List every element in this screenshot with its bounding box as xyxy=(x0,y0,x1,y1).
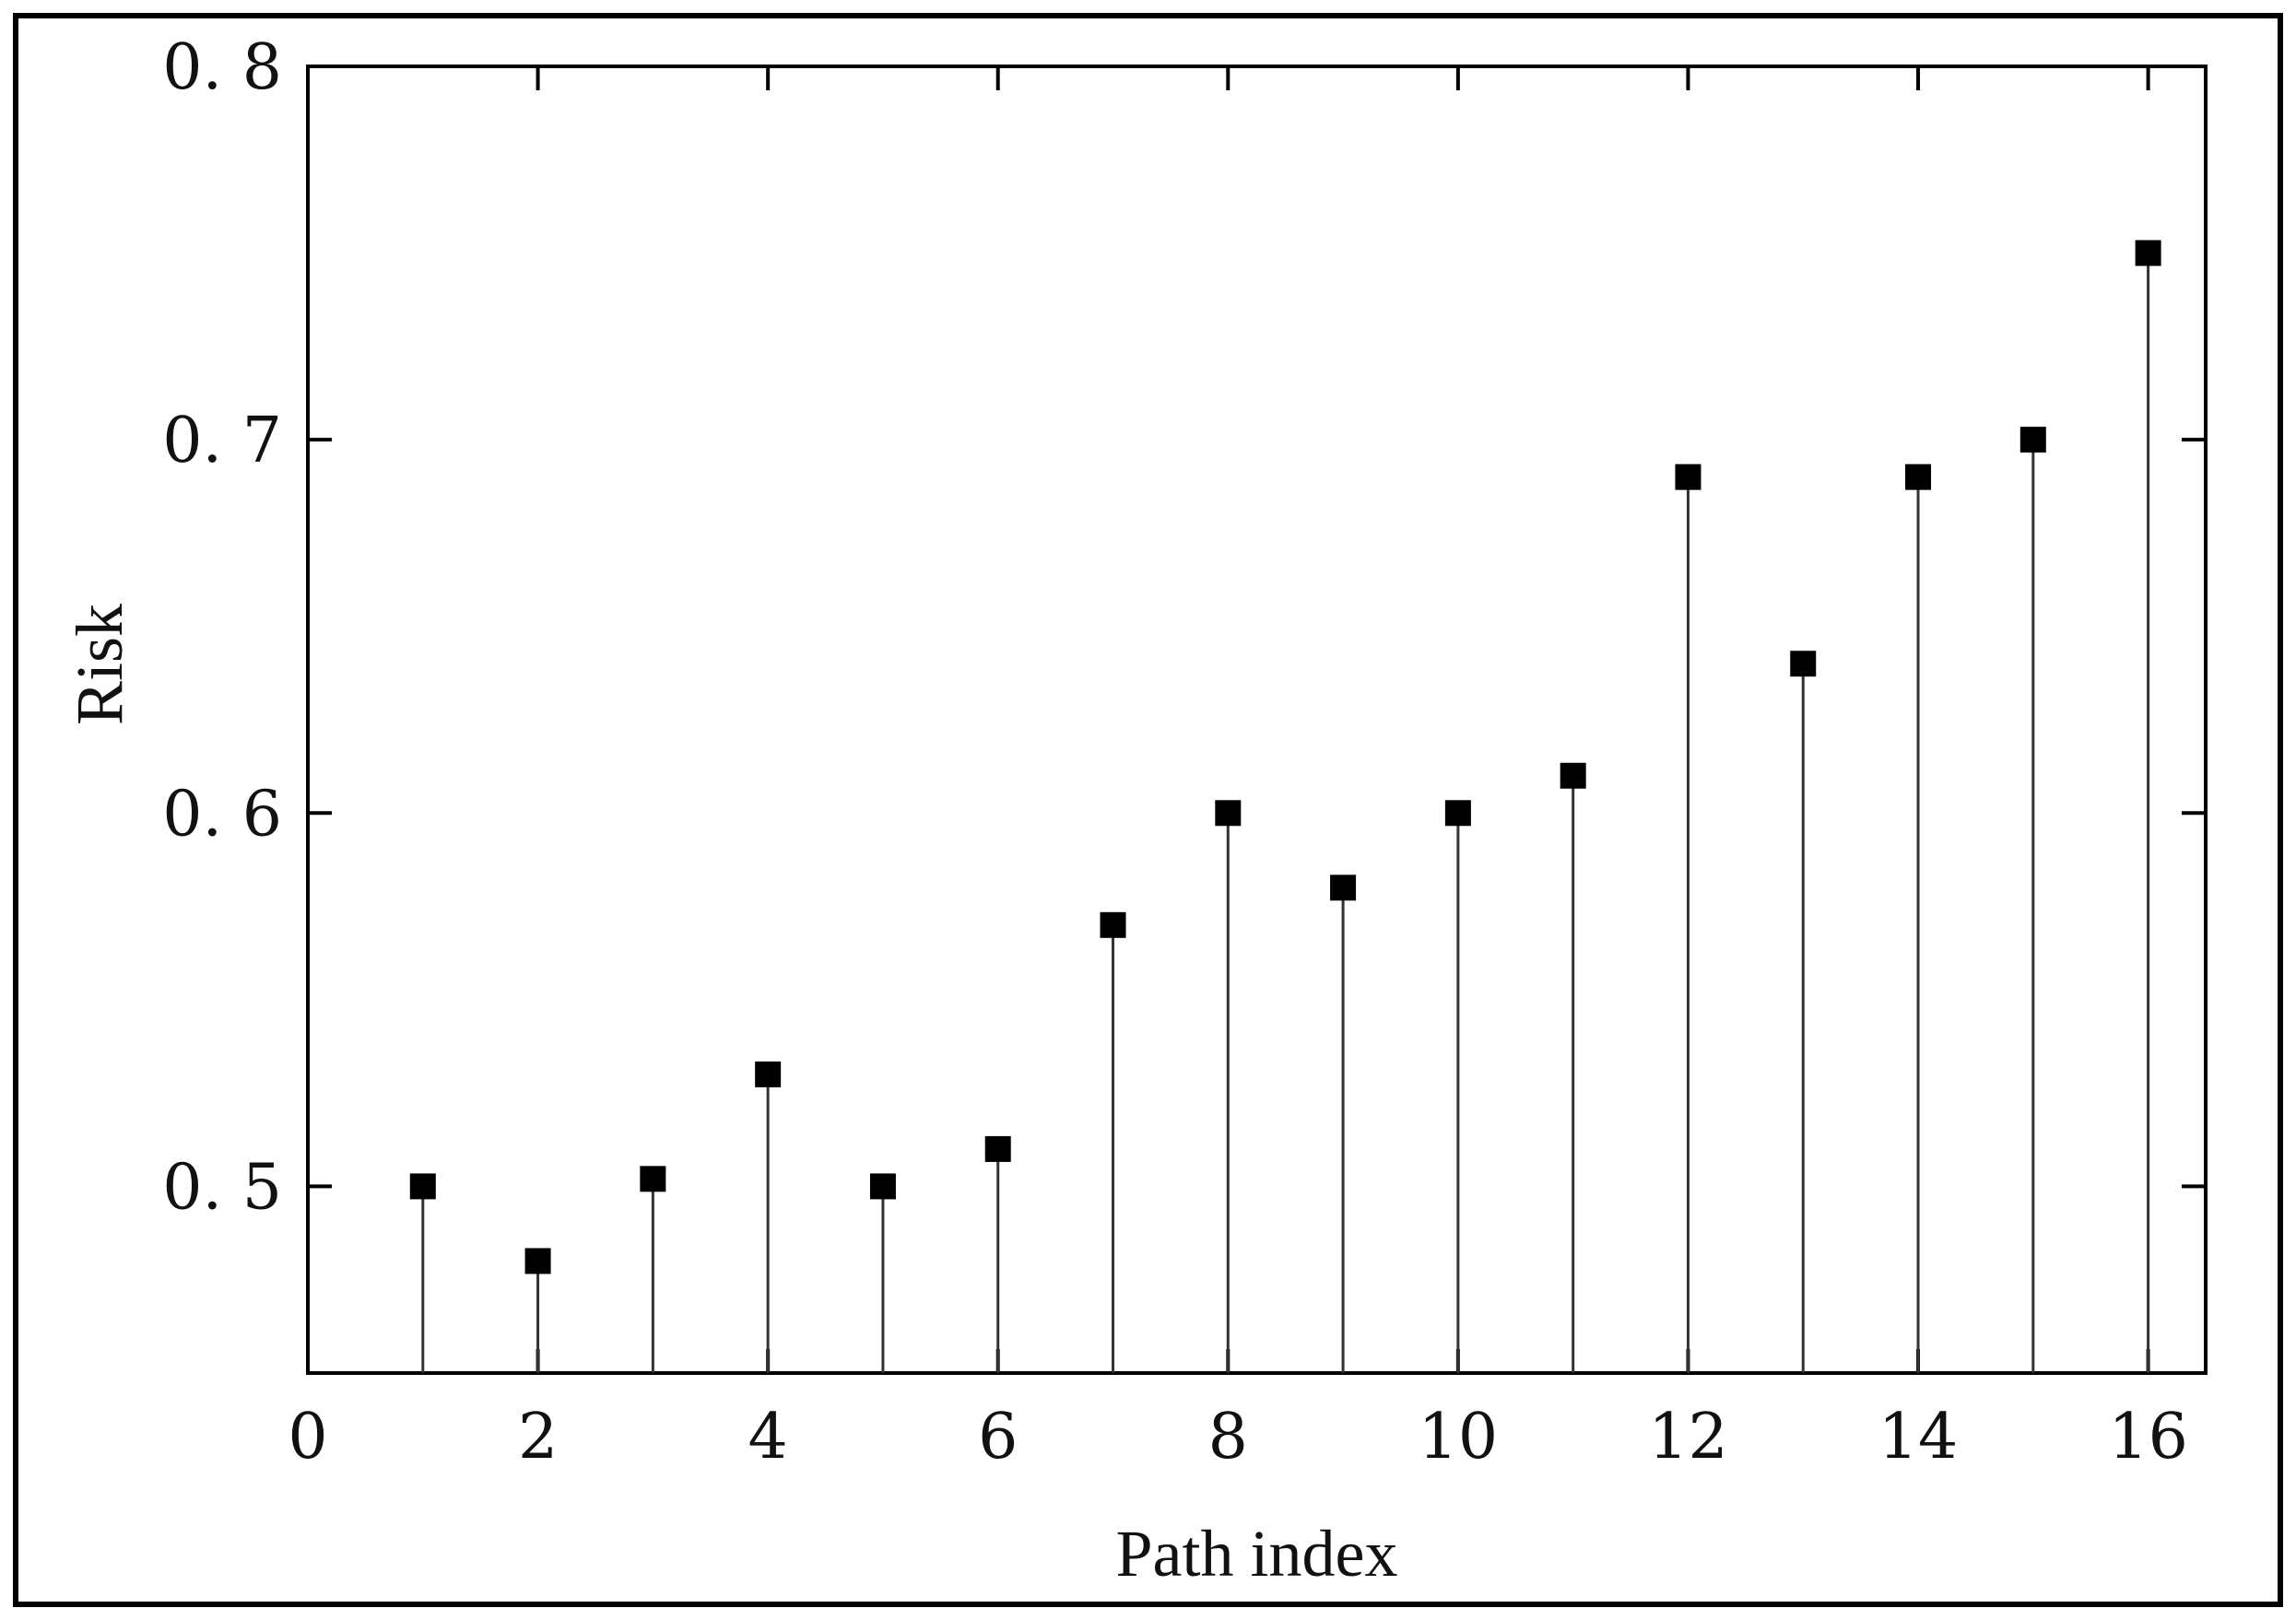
marker-14 xyxy=(1905,464,1932,490)
x-tick-label-1: 2 xyxy=(518,1401,558,1473)
marker-15 xyxy=(2019,427,2046,453)
x-tick-label-5: 10 xyxy=(1419,1401,1499,1473)
y-axis-label: Risk xyxy=(63,604,136,725)
y-tick-label-2: 0. 7 xyxy=(162,405,282,477)
x-tick-label-0: 0 xyxy=(288,1401,327,1473)
stems xyxy=(421,252,2150,1373)
x-tick-label-2: 4 xyxy=(748,1401,788,1473)
marker-3 xyxy=(640,1166,666,1192)
x-tick-label-3: 6 xyxy=(978,1401,1018,1473)
x-tick-label-4: 8 xyxy=(1208,1401,1248,1473)
y-tick-labels: 0. 5 0. 6 0. 7 0. 8 xyxy=(162,31,282,1224)
markers xyxy=(409,240,2161,1274)
y-tick-label-1: 0. 6 xyxy=(162,778,282,851)
x-tick-labels: 0 2 4 6 8 10 12 14 16 xyxy=(288,1401,2188,1473)
marker-9 xyxy=(1330,875,1357,901)
marker-7 xyxy=(1100,911,1126,938)
marker-4 xyxy=(755,1061,782,1087)
marker-16 xyxy=(2135,240,2161,266)
x-axis-label: Path index xyxy=(1116,1517,1398,1591)
marker-12 xyxy=(1675,464,1701,490)
x-tick-label-7: 14 xyxy=(1878,1401,1959,1473)
marker-10 xyxy=(1444,800,1471,827)
x-tick-label-8: 16 xyxy=(2108,1401,2188,1473)
marker-13 xyxy=(1790,651,1817,677)
marker-1 xyxy=(409,1173,436,1200)
marker-2 xyxy=(524,1248,551,1274)
marker-6 xyxy=(984,1135,1011,1162)
y-tick-label-0: 0. 5 xyxy=(162,1151,282,1224)
x-tick-label-6: 12 xyxy=(1648,1401,1728,1473)
marker-8 xyxy=(1215,800,1242,827)
outer-frame xyxy=(13,13,2283,1607)
marker-5 xyxy=(869,1173,896,1200)
y-tick-label-3: 0. 8 xyxy=(162,31,282,104)
plot-area xyxy=(306,65,2208,1375)
marker-11 xyxy=(1560,762,1586,789)
